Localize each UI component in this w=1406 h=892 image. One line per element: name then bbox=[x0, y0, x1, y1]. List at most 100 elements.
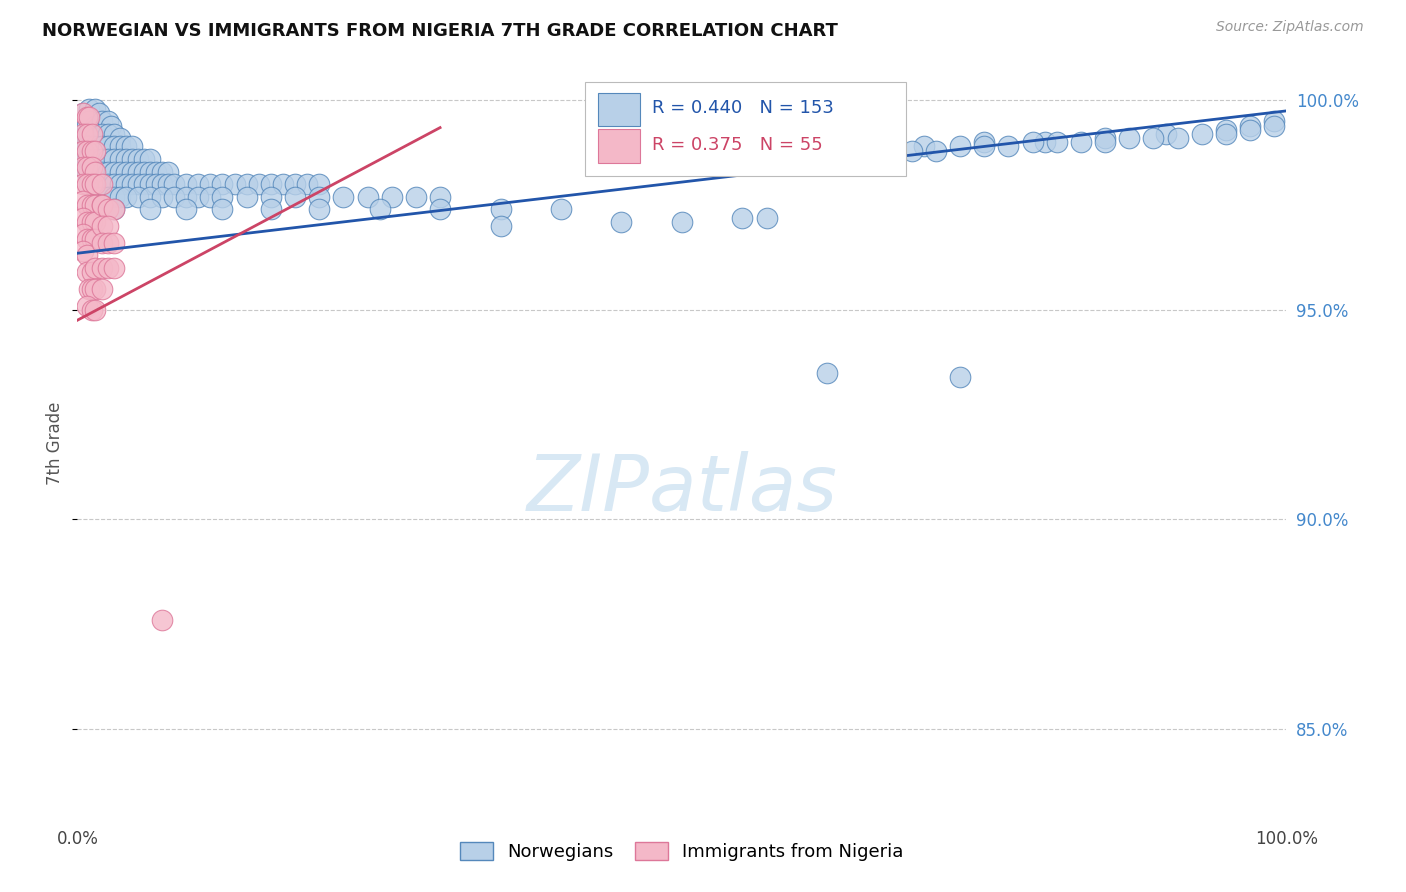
Point bbox=[84, 215, 107, 229]
Point bbox=[76, 265, 98, 279]
Point bbox=[284, 177, 307, 191]
Point bbox=[90, 260, 112, 275]
Point bbox=[211, 202, 233, 217]
Point bbox=[76, 127, 98, 141]
Point bbox=[72, 211, 94, 225]
Point bbox=[72, 194, 94, 208]
Point bbox=[271, 177, 294, 191]
Point bbox=[100, 119, 122, 133]
Point bbox=[79, 127, 101, 141]
Point bbox=[1263, 114, 1285, 128]
Point bbox=[1118, 131, 1140, 145]
Point bbox=[79, 177, 101, 191]
Point bbox=[139, 202, 162, 217]
Point bbox=[103, 177, 125, 191]
Point bbox=[121, 152, 143, 166]
Y-axis label: 7th Grade: 7th Grade bbox=[46, 402, 65, 485]
Point bbox=[96, 127, 118, 141]
Point bbox=[79, 282, 101, 296]
Point bbox=[80, 265, 103, 279]
Point bbox=[90, 127, 112, 141]
Point bbox=[150, 190, 173, 204]
Point bbox=[224, 177, 246, 191]
Point bbox=[1239, 122, 1261, 136]
Point bbox=[80, 302, 103, 317]
FancyBboxPatch shape bbox=[585, 82, 905, 177]
Point bbox=[84, 260, 107, 275]
Point bbox=[174, 202, 197, 217]
Point bbox=[114, 164, 136, 178]
Point bbox=[90, 282, 112, 296]
Point bbox=[876, 144, 898, 158]
Point bbox=[127, 190, 149, 204]
Point bbox=[295, 177, 318, 191]
Text: R = 0.440   N = 153: R = 0.440 N = 153 bbox=[652, 99, 834, 118]
Point bbox=[76, 198, 98, 212]
Point bbox=[174, 177, 197, 191]
Point bbox=[90, 198, 112, 212]
Text: NORWEGIAN VS IMMIGRANTS FROM NIGERIA 7TH GRADE CORRELATION CHART: NORWEGIAN VS IMMIGRANTS FROM NIGERIA 7TH… bbox=[42, 22, 838, 40]
Point bbox=[79, 114, 101, 128]
Point bbox=[76, 164, 98, 178]
Point bbox=[103, 164, 125, 178]
Point bbox=[235, 177, 257, 191]
Point bbox=[80, 231, 103, 245]
Point bbox=[235, 190, 257, 204]
Point bbox=[150, 177, 173, 191]
Point bbox=[139, 177, 162, 191]
Point bbox=[103, 127, 125, 141]
Point bbox=[103, 139, 125, 153]
Point bbox=[260, 177, 283, 191]
Point bbox=[1094, 136, 1116, 150]
Point bbox=[76, 131, 98, 145]
Point bbox=[671, 215, 693, 229]
Point bbox=[489, 219, 512, 233]
Point bbox=[84, 164, 107, 178]
Point bbox=[997, 139, 1019, 153]
Point bbox=[90, 198, 112, 212]
Point bbox=[84, 282, 107, 296]
Point bbox=[121, 139, 143, 153]
Point bbox=[76, 139, 98, 153]
Point bbox=[80, 215, 103, 229]
Point bbox=[1191, 127, 1213, 141]
Point bbox=[429, 190, 451, 204]
Point bbox=[103, 235, 125, 250]
Point bbox=[72, 144, 94, 158]
Point bbox=[381, 190, 404, 204]
Point bbox=[139, 164, 162, 178]
Point bbox=[103, 152, 125, 166]
Point bbox=[1215, 127, 1237, 141]
Point bbox=[1021, 136, 1043, 150]
Point bbox=[103, 202, 125, 217]
Point bbox=[163, 177, 186, 191]
Point bbox=[405, 190, 427, 204]
Point bbox=[80, 177, 103, 191]
Point bbox=[72, 177, 94, 191]
Point bbox=[72, 161, 94, 175]
Point bbox=[72, 244, 94, 259]
FancyBboxPatch shape bbox=[599, 94, 640, 127]
Point bbox=[114, 177, 136, 191]
Point bbox=[84, 231, 107, 245]
Point bbox=[211, 177, 233, 191]
Point bbox=[1239, 119, 1261, 133]
Point bbox=[1033, 136, 1056, 150]
Point bbox=[852, 144, 875, 158]
Point bbox=[79, 110, 101, 124]
Point bbox=[332, 190, 354, 204]
Point bbox=[284, 190, 307, 204]
Point bbox=[80, 282, 103, 296]
Point bbox=[84, 131, 107, 145]
Point bbox=[550, 202, 572, 217]
Point bbox=[72, 144, 94, 158]
Point bbox=[949, 369, 972, 384]
Point bbox=[103, 190, 125, 204]
Point bbox=[187, 190, 209, 204]
Point bbox=[1070, 136, 1092, 150]
Point bbox=[96, 235, 118, 250]
Point bbox=[368, 202, 391, 217]
Point bbox=[731, 148, 754, 162]
Point bbox=[121, 177, 143, 191]
Point bbox=[1046, 136, 1069, 150]
